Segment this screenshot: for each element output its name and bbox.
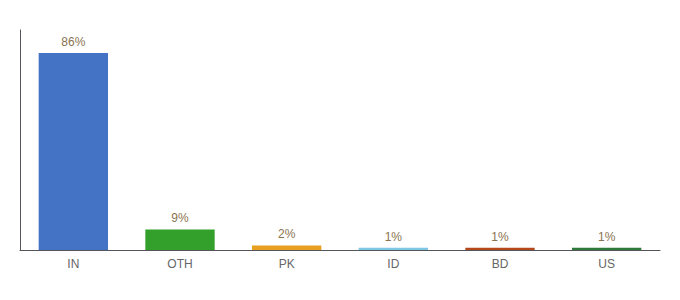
svg-text:PK: PK: [279, 257, 295, 271]
svg-text:OTH: OTH: [167, 257, 192, 271]
svg-text:ID: ID: [387, 257, 399, 271]
svg-text:1%: 1%: [385, 230, 403, 244]
svg-text:1%: 1%: [598, 230, 616, 244]
svg-text:2%: 2%: [278, 227, 296, 241]
svg-text:86%: 86%: [61, 35, 85, 49]
svg-text:IN: IN: [67, 257, 79, 271]
svg-text:BD: BD: [492, 257, 509, 271]
svg-text:9%: 9%: [171, 211, 189, 225]
svg-text:US: US: [598, 257, 615, 271]
svg-text:1%: 1%: [491, 230, 509, 244]
